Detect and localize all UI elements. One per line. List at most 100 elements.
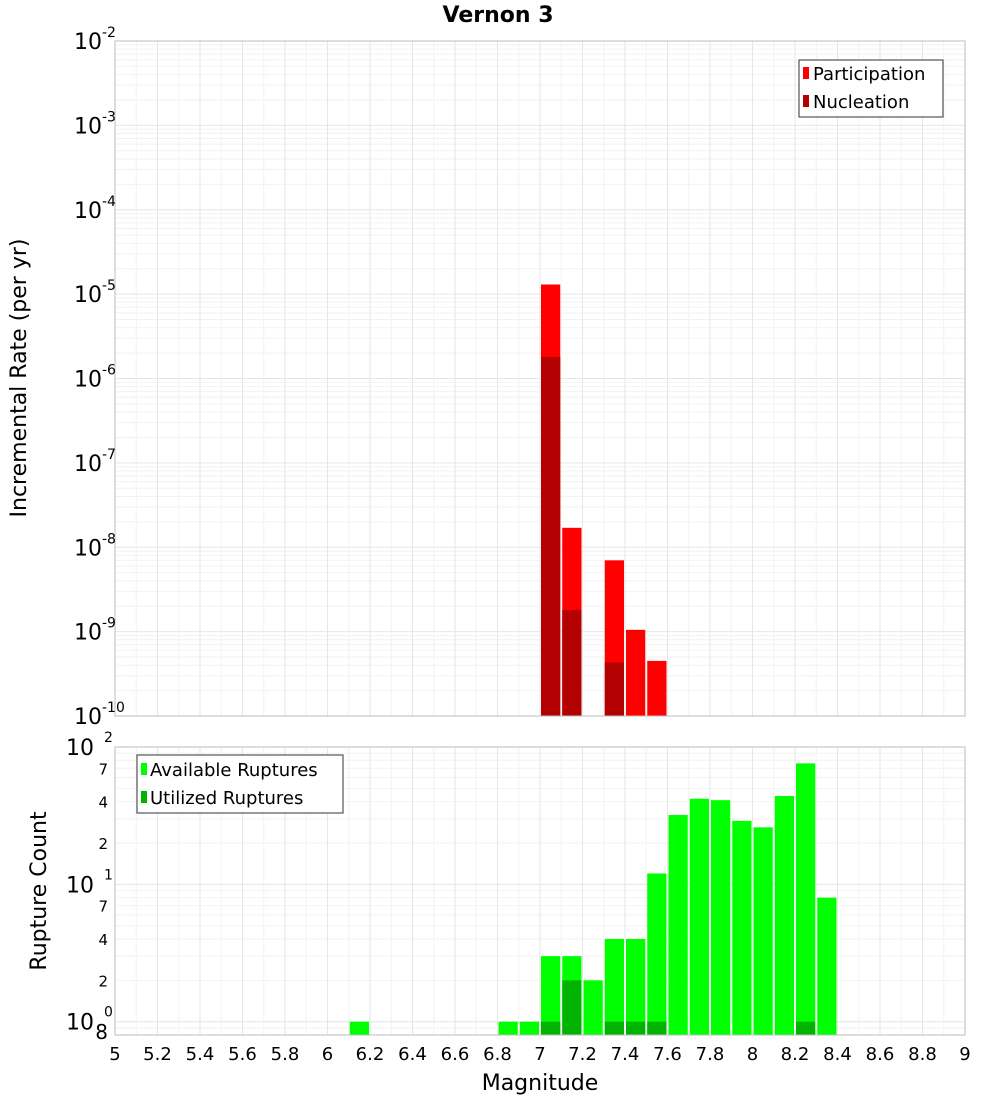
nucleation-bar bbox=[604, 662, 624, 716]
nucleation-bar bbox=[541, 356, 561, 716]
x-tick-label: 5.6 bbox=[228, 1044, 257, 1065]
count-y-tick-exponent: 0 bbox=[104, 1005, 113, 1021]
rate-grid bbox=[114, 40, 966, 717]
count-legend-box bbox=[136, 754, 344, 814]
available-ruptures-bar bbox=[583, 980, 603, 1035]
available-ruptures-bar bbox=[626, 939, 646, 1035]
x-tick-label: 8 bbox=[747, 1044, 758, 1065]
count-plot-frame bbox=[114, 746, 966, 1036]
count-y-tick-exponent: 2 bbox=[104, 730, 113, 746]
x-tick-label: 6.6 bbox=[441, 1044, 470, 1065]
rate-y-tick-base: 10 bbox=[74, 621, 102, 646]
utilized-ruptures-bar bbox=[647, 1021, 667, 1035]
available-ruptures-bar bbox=[689, 798, 709, 1035]
count-y-minor-tick-label: 8 bbox=[95, 1020, 108, 1044]
rate-y-tick-base: 10 bbox=[74, 283, 102, 308]
count-y-minor-tick-label: 2 bbox=[98, 972, 108, 990]
x-tick-label: 6.8 bbox=[483, 1044, 512, 1065]
x-tick-label: 6.2 bbox=[356, 1044, 385, 1065]
participation-bar bbox=[647, 660, 667, 716]
x-tick-label: 5 bbox=[109, 1044, 120, 1065]
x-tick-label: 7.8 bbox=[696, 1044, 725, 1065]
count-y-tick-base: 10 bbox=[66, 873, 94, 898]
x-tick-label: 7 bbox=[534, 1044, 545, 1065]
available-ruptures-bar bbox=[817, 897, 837, 1035]
rate-y-tick-exponent: -9 bbox=[102, 616, 116, 632]
rate-y-tick-exponent: -4 bbox=[102, 194, 116, 210]
utilized-swatch bbox=[141, 791, 147, 803]
available-ruptures-bar bbox=[774, 795, 794, 1035]
count-y-minor-tick-label: 2 bbox=[98, 835, 108, 853]
available-ruptures-bar bbox=[711, 800, 731, 1035]
available-swatch bbox=[141, 763, 147, 775]
utilized-ruptures-bar bbox=[604, 1021, 624, 1035]
x-tick-label: 9 bbox=[959, 1044, 970, 1065]
legend-utilized: Utilized Ruptures bbox=[150, 788, 303, 809]
x-axis-label: Magnitude bbox=[482, 1071, 599, 1096]
utilized-ruptures-bar bbox=[796, 1021, 816, 1035]
available-ruptures-bar bbox=[349, 1021, 369, 1035]
available-ruptures-bar bbox=[668, 814, 688, 1035]
legend-participation: Participation bbox=[813, 64, 925, 85]
rate-y-tick-base: 10 bbox=[74, 452, 102, 477]
count-y-minor-tick-label: 7 bbox=[98, 760, 108, 778]
rate-y-tick-exponent: -2 bbox=[102, 25, 116, 41]
available-ruptures-bar bbox=[647, 873, 667, 1035]
rate-y-axis-label: Incremental Rate (per yr) bbox=[7, 239, 32, 518]
x-tick-label: 5.2 bbox=[143, 1044, 172, 1065]
rate-y-tick-base: 10 bbox=[74, 114, 102, 139]
count-y-tick-exponent: 1 bbox=[104, 867, 113, 883]
x-tick-label: 6 bbox=[322, 1044, 333, 1065]
participation-swatch bbox=[803, 67, 809, 79]
rate-y-tick-exponent: -8 bbox=[102, 531, 116, 547]
available-ruptures-bar bbox=[541, 956, 561, 1035]
rate-panel: 10-210-310-410-510-610-710-810-910-10 In… bbox=[7, 25, 966, 730]
x-tick-label: 5.4 bbox=[186, 1044, 215, 1065]
rate-y-tick-exponent: -5 bbox=[102, 278, 116, 294]
rate-y-tick-base: 10 bbox=[74, 30, 102, 55]
rate-y-tick-exponent: -3 bbox=[102, 109, 116, 125]
available-ruptures-bar bbox=[604, 939, 624, 1035]
rate-y-tick-exponent: -6 bbox=[102, 363, 116, 379]
rate-plot-frame bbox=[114, 40, 966, 717]
legend-available: Available Ruptures bbox=[150, 760, 318, 781]
x-tick-label: 8.4 bbox=[823, 1044, 852, 1065]
rate-y-ticks: 10-210-310-410-510-610-710-810-910-10 bbox=[74, 25, 125, 730]
nucleation-bar bbox=[562, 610, 582, 716]
rate-y-tick-base: 10 bbox=[74, 199, 102, 224]
count-panel: 10 2 10 1 10 0 7 4 2 7 4 2 8 5 5.2 5.4 5.6 5.8 6 6.2 6.4 6.6… bbox=[27, 730, 971, 1096]
count-x-ticks: 5 5.2 5.4 5.6 5.8 6 6.2 6.4 6.6 6.8 7 7.2 7.4 7.6 7.8 8… bbox=[109, 1044, 970, 1065]
rate-legend: Participation Nucleation bbox=[798, 59, 944, 118]
chart-title: Vernon 3 bbox=[443, 3, 554, 28]
rate-y-tick-base: 10 bbox=[74, 705, 102, 730]
count-bars bbox=[349, 763, 837, 1035]
rate-y-tick-exponent: -10 bbox=[102, 700, 125, 716]
count-y-minor-tick-label: 4 bbox=[98, 931, 108, 949]
x-tick-label: 7.4 bbox=[611, 1044, 640, 1065]
x-tick-label: 8.8 bbox=[908, 1044, 937, 1065]
count-y-minor-tick-label: 7 bbox=[98, 898, 108, 916]
count-y-ticks: 10 2 10 1 10 0 7 4 2 7 4 2 8 bbox=[66, 730, 113, 1044]
available-ruptures-bar bbox=[498, 1021, 518, 1035]
x-tick-label: 8.2 bbox=[781, 1044, 810, 1065]
available-ruptures-bar bbox=[519, 1021, 539, 1035]
legend-nucleation: Nucleation bbox=[813, 92, 909, 113]
x-tick-label: 7.2 bbox=[568, 1044, 597, 1065]
x-tick-label: 5.8 bbox=[271, 1044, 300, 1065]
utilized-ruptures-bar bbox=[562, 980, 582, 1035]
rate-legend-box bbox=[798, 59, 944, 118]
count-legend: Available Ruptures Utilized Ruptures bbox=[136, 754, 344, 814]
x-tick-label: 7.6 bbox=[653, 1044, 682, 1065]
count-y-tick-base: 10 bbox=[66, 1011, 94, 1036]
utilized-ruptures-bar bbox=[541, 1021, 561, 1035]
rate-y-tick-base: 10 bbox=[74, 368, 102, 393]
available-ruptures-bar bbox=[753, 827, 773, 1035]
count-y-tick-base: 10 bbox=[66, 736, 94, 761]
available-ruptures-bar bbox=[732, 820, 752, 1035]
count-y-axis-label: Rupture Count bbox=[27, 811, 52, 971]
x-tick-label: 8.6 bbox=[866, 1044, 895, 1065]
count-y-minor-tick-label: 4 bbox=[98, 794, 108, 812]
participation-bar bbox=[626, 629, 646, 716]
rate-y-tick-exponent: -7 bbox=[102, 447, 116, 463]
